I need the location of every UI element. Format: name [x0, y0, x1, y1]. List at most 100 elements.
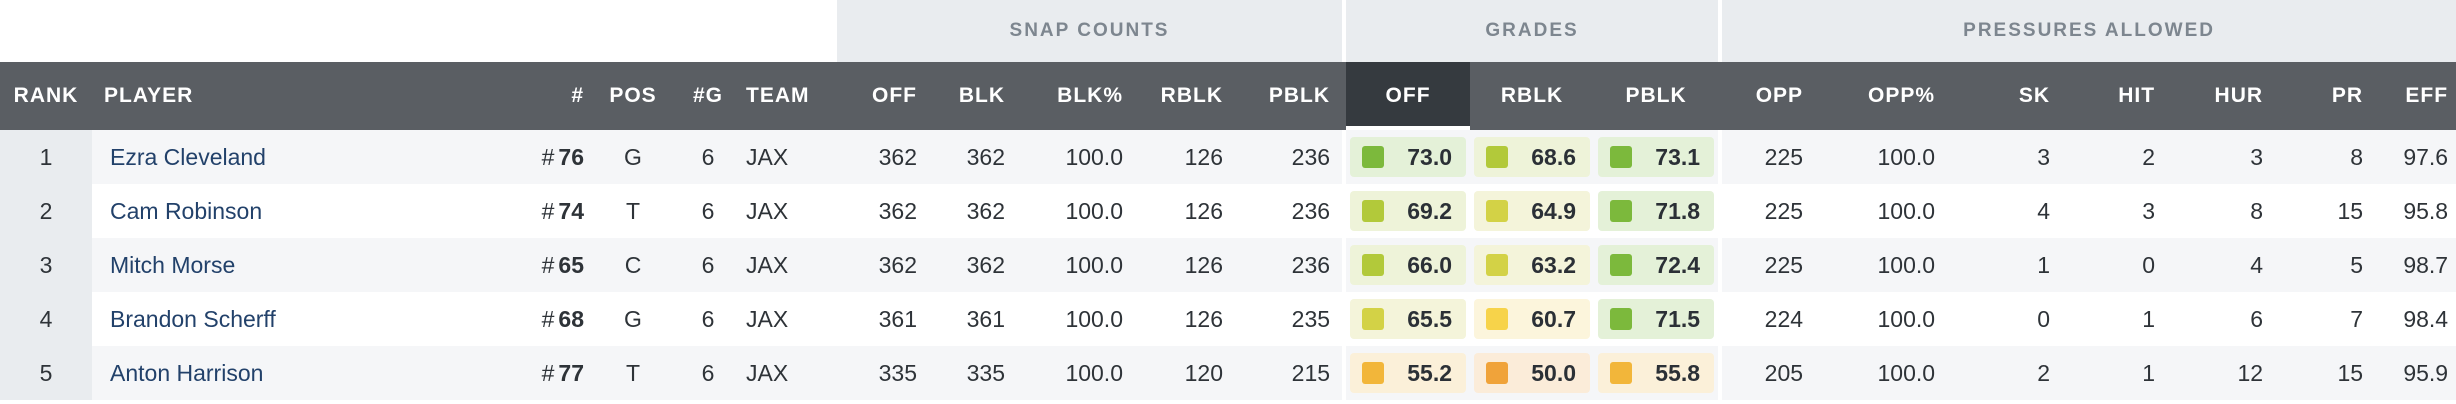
col-header-sk[interactable]: SK — [1947, 62, 2063, 130]
table-row: 1 Ezra Cleveland #76 G 6 JAX 362 362 100… — [0, 130, 2456, 184]
team-cell[interactable]: JAX — [742, 346, 837, 400]
table-row: 4 Brandon Scherff #68 G 6 JAX 361 361 10… — [0, 292, 2456, 346]
snap-pblk-cell: 236 — [1235, 130, 1343, 184]
col-header-eff[interactable]: EFF — [2375, 62, 2456, 130]
games-cell: 6 — [674, 238, 742, 292]
col-header-pr[interactable]: PR — [2275, 62, 2376, 130]
team-cell[interactable]: JAX — [742, 292, 837, 346]
grade-pblk-cell: 71.8 — [1594, 184, 1719, 238]
player-link[interactable]: Cam Robinson — [110, 197, 263, 224]
snap-rblk-cell: 126 — [1135, 292, 1235, 346]
rank-cell: 3 — [0, 238, 92, 292]
sk-cell: 4 — [1947, 184, 2063, 238]
snap-off-cell: 362 — [837, 130, 929, 184]
grade-pblk-cell: 55.8 — [1594, 346, 1719, 400]
column-header-row: RANK PLAYER # POS #G TEAM OFF BLK BLK% R… — [0, 62, 2456, 130]
col-gap — [1718, 62, 1723, 130]
grade-off-cell: 73.0 — [1346, 130, 1471, 184]
col-header-grade-off[interactable]: OFF — [1346, 62, 1471, 130]
hur-cell: 12 — [2167, 346, 2276, 400]
jersey-cell: #74 — [472, 184, 592, 238]
snap-blk-pct-cell: 100.0 — [1017, 130, 1135, 184]
eff-cell: 98.4 — [2375, 292, 2456, 346]
player-link[interactable]: Mitch Morse — [110, 251, 236, 278]
grade-chip: 68.6 — [1474, 137, 1591, 177]
grade-value: 55.8 — [1655, 359, 1701, 386]
col-header-hit[interactable]: HIT — [2062, 62, 2168, 130]
grade-off-cell: 66.0 — [1346, 238, 1471, 292]
jersey-number: 68 — [558, 305, 584, 332]
col-header-snap-blk[interactable]: BLK — [929, 62, 1017, 130]
grade-chip: 55.2 — [1350, 353, 1467, 393]
grade-value: 66.0 — [1407, 251, 1453, 278]
grade-chip: 63.2 — [1474, 245, 1591, 285]
opp-pct-cell: 100.0 — [1815, 346, 1948, 400]
grade-chip: 66.0 — [1350, 245, 1467, 285]
player-link[interactable]: Brandon Scherff — [110, 305, 276, 332]
grade-swatch-icon — [1486, 146, 1509, 168]
col-header-team[interactable]: TEAM — [742, 62, 837, 130]
sk-cell: 1 — [1947, 238, 2063, 292]
player-cell: Ezra Cleveland — [92, 130, 472, 184]
player-link[interactable]: Anton Harrison — [110, 359, 264, 386]
snap-rblk-cell: 120 — [1135, 346, 1235, 400]
grade-swatch-icon — [1610, 200, 1633, 222]
games-cell: 6 — [674, 346, 742, 400]
col-header-snap-blk-pct[interactable]: BLK% — [1017, 62, 1135, 130]
opp-cell: 225 — [1722, 130, 1816, 184]
jersey-hash: # — [541, 251, 555, 278]
col-header-rank[interactable]: RANK — [0, 62, 92, 130]
grade-rblk-cell: 50.0 — [1470, 346, 1595, 400]
grade-pblk-cell: 73.1 — [1594, 130, 1719, 184]
col-header-player[interactable]: PLAYER — [92, 62, 472, 130]
col-header-jersey[interactable]: # — [472, 62, 592, 130]
jersey-number: 65 — [558, 251, 584, 278]
pr-cell: 15 — [2275, 346, 2376, 400]
pr-cell: 5 — [2275, 238, 2376, 292]
opp-cell: 225 — [1722, 184, 1816, 238]
jersey-number: 77 — [558, 359, 584, 386]
col-header-snap-rblk[interactable]: RBLK — [1135, 62, 1235, 130]
player-cell: Mitch Morse — [92, 238, 472, 292]
snap-rblk-cell: 126 — [1135, 238, 1235, 292]
grade-swatch-icon — [1486, 362, 1509, 384]
grade-value: 73.1 — [1655, 143, 1701, 170]
grade-rblk-cell: 64.9 — [1470, 184, 1595, 238]
hit-cell: 0 — [2062, 238, 2168, 292]
pos-cell: G — [592, 292, 674, 346]
team-cell[interactable]: JAX — [742, 238, 837, 292]
grade-value: 50.0 — [1531, 359, 1577, 386]
group-header-blank — [0, 0, 837, 62]
col-header-grade-rblk[interactable]: RBLK — [1470, 62, 1595, 130]
pr-cell: 8 — [2275, 130, 2376, 184]
snap-off-cell: 362 — [837, 238, 929, 292]
col-header-opp[interactable]: OPP — [1722, 62, 1816, 130]
grade-value: 64.9 — [1531, 197, 1577, 224]
col-header-grade-pblk[interactable]: PBLK — [1594, 62, 1719, 130]
col-header-snap-pblk[interactable]: PBLK — [1235, 62, 1343, 130]
group-header-grades: GRADES — [1346, 0, 1719, 62]
grade-swatch-icon — [1362, 200, 1385, 222]
team-cell[interactable]: JAX — [742, 184, 837, 238]
col-header-games[interactable]: #G — [674, 62, 742, 130]
grade-value: 65.5 — [1407, 305, 1453, 332]
group-header-snap-counts: SNAP COUNTS — [837, 0, 1343, 62]
grade-swatch-icon — [1610, 308, 1633, 330]
player-link[interactable]: Ezra Cleveland — [110, 143, 266, 170]
games-cell: 6 — [674, 184, 742, 238]
col-header-snap-off[interactable]: OFF — [837, 62, 929, 130]
grade-swatch-icon — [1362, 146, 1385, 168]
grade-chip: 65.5 — [1350, 299, 1467, 339]
snap-rblk-cell: 126 — [1135, 130, 1235, 184]
grade-chip: 73.1 — [1598, 137, 1715, 177]
team-cell[interactable]: JAX — [742, 130, 837, 184]
player-cell: Anton Harrison — [92, 346, 472, 400]
group-header-row: SNAP COUNTS GRADES PRESSURES ALLOWED — [0, 0, 2456, 62]
player-cell: Brandon Scherff — [92, 292, 472, 346]
col-header-hur[interactable]: HUR — [2167, 62, 2276, 130]
col-header-pos[interactable]: POS — [592, 62, 674, 130]
grade-chip: 60.7 — [1474, 299, 1591, 339]
col-header-opp-pct[interactable]: OPP% — [1815, 62, 1948, 130]
grade-swatch-icon — [1610, 254, 1633, 276]
jersey-number: 74 — [558, 197, 584, 224]
